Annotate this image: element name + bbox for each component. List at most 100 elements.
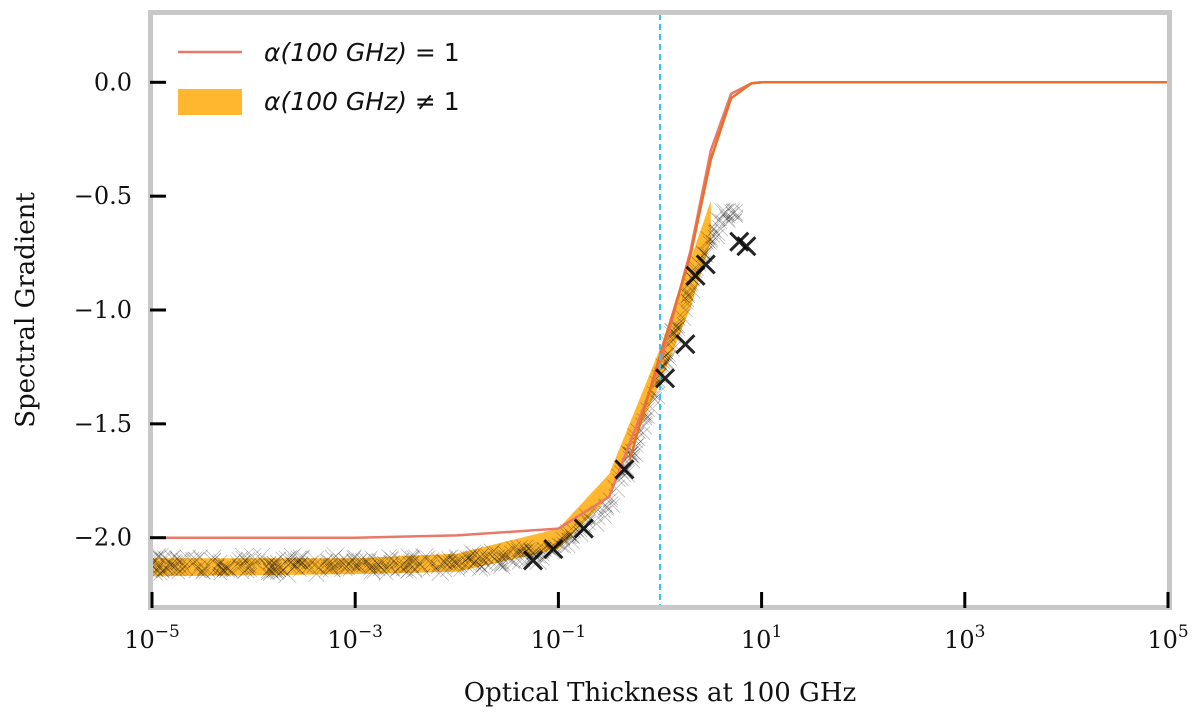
scatter-point [266, 569, 276, 578]
scatter-point [267, 559, 283, 575]
scatter-point [211, 555, 228, 571]
scatter-point [160, 562, 174, 576]
scatter-point [152, 548, 169, 566]
scatter-point [437, 560, 449, 572]
scatter-point [306, 550, 325, 569]
scatter-point [573, 526, 583, 536]
scatter-point [484, 561, 493, 571]
scatter-point [495, 549, 508, 563]
scatter-point [459, 550, 476, 567]
scatter-point [560, 538, 576, 554]
scatter-point [477, 548, 494, 565]
scatter-point [289, 552, 307, 570]
scatter-point [719, 211, 736, 227]
scatter-point [353, 564, 361, 572]
scatter-point [565, 528, 580, 544]
scatter-point [350, 560, 364, 573]
scatter-point [217, 559, 225, 567]
scatter-point [605, 498, 621, 513]
scatter-point [262, 562, 281, 582]
scatter-point [481, 549, 488, 556]
scatter-point [296, 550, 310, 564]
scatter-point [722, 214, 736, 229]
scatter-point [447, 559, 457, 569]
scatter-point [684, 291, 695, 302]
scatter-point [239, 555, 251, 566]
scatter-point [355, 552, 368, 566]
scatter-point [459, 554, 478, 573]
scatter-point [516, 547, 524, 555]
scatter-point [264, 558, 281, 576]
scatter-point [505, 555, 517, 567]
scatter-point [156, 549, 172, 566]
scatter-point [381, 548, 398, 565]
scatter-point [244, 548, 262, 566]
scatter-point [341, 557, 355, 572]
scatter-point [405, 555, 421, 570]
scatter-point [406, 550, 420, 564]
scatter-point [513, 555, 524, 566]
scatter-point [702, 235, 716, 249]
scatter-point [460, 565, 468, 573]
scatter-point [334, 570, 341, 578]
scatter-point [661, 357, 674, 370]
scatter-point [231, 558, 248, 575]
scatter-point [408, 562, 423, 577]
scatter-point [376, 555, 388, 566]
scatter-point [496, 552, 509, 565]
scatter-point [196, 568, 204, 576]
scatter-point-bold [675, 334, 696, 355]
scatter-point [443, 556, 455, 568]
scatter-point [265, 558, 274, 567]
scatter-point [195, 564, 211, 580]
scatter-point [463, 544, 482, 563]
scatter-point [680, 288, 696, 304]
legend: α(100 GHz) = 1 α(100 GHz) ≠ 1 [178, 38, 460, 116]
scatter-point [296, 560, 306, 570]
scatter-point [372, 553, 388, 569]
scatter-point [247, 567, 258, 578]
scatter-point [447, 553, 459, 565]
scatter-point [462, 561, 477, 576]
scatter-point [339, 553, 355, 570]
scatter-point [663, 353, 675, 364]
scatter-point [164, 558, 174, 568]
y-tick-label: 0.0 [94, 68, 132, 96]
scatter-point [649, 393, 660, 404]
scatter-point [184, 551, 200, 566]
scatter-point [170, 551, 190, 570]
scatter-point [158, 564, 171, 576]
scatter-point [353, 554, 367, 568]
scatter-point [430, 559, 438, 567]
scatter-point [179, 562, 194, 576]
scatter-point [313, 561, 325, 574]
scatter-point [193, 562, 202, 571]
scatter-point [269, 554, 283, 568]
scatter-point [157, 560, 164, 568]
scatter-point [285, 556, 297, 568]
scatter-point [431, 563, 450, 581]
scatter-point [326, 557, 339, 569]
scatter-point [154, 565, 162, 574]
scatter-point [490, 555, 508, 573]
scatter-point [368, 553, 377, 562]
scatter-point [273, 567, 286, 580]
scatter-point [682, 286, 692, 296]
scatter-point [492, 556, 511, 575]
scatter-point [642, 416, 653, 426]
scatter-point [527, 548, 542, 563]
scatter-point [466, 545, 484, 564]
scatter-point [363, 562, 381, 580]
scatter-point [244, 562, 255, 573]
scatter-point [168, 561, 178, 571]
scatter-point-bold [573, 518, 594, 539]
scatter-bold-layer [522, 231, 757, 571]
scatter-point [392, 559, 409, 575]
scatter-point [246, 552, 262, 569]
scatter-point [257, 556, 266, 565]
scatter-point [529, 552, 548, 571]
scatter-point [338, 552, 354, 569]
scatter-point [543, 542, 555, 555]
scatter-point [663, 349, 676, 362]
scatter-point [358, 552, 373, 567]
